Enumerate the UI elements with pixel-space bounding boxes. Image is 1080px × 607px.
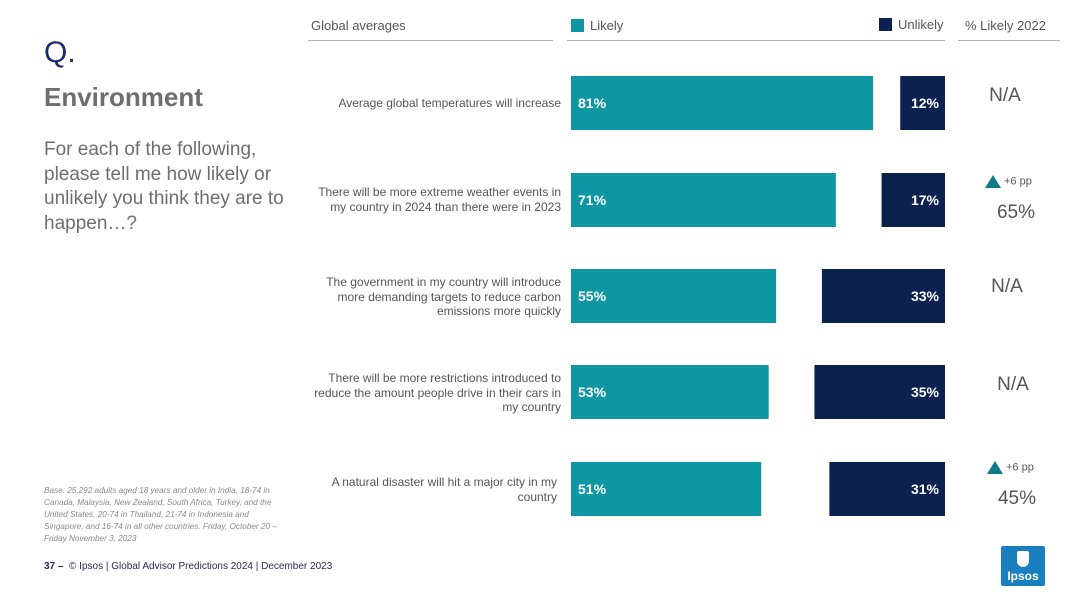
legend-unlikely-label: Unlikely — [898, 17, 944, 32]
up-triangle-icon — [985, 175, 1001, 188]
row-label-1: Average global temperatures will increas… — [338, 96, 561, 110]
bar-likely-5 — [571, 462, 762, 516]
header-likely-2022: % Likely 2022 — [965, 18, 1046, 33]
row-label-2: There will be more extreme weather event… — [318, 185, 561, 214]
row-label-3: The government in my country will introd… — [326, 275, 561, 318]
likely-2022-row-1: N/A — [989, 85, 1021, 106]
bar-likely-3 — [571, 269, 777, 323]
header-rule-right — [958, 40, 1060, 41]
label-unlikely-3: 33% — [911, 288, 940, 304]
label-likely-4: 53% — [578, 384, 607, 400]
likely-2022-row-2: 65% — [996, 202, 1036, 223]
row-label-5: A natural disaster will hit a major city… — [331, 475, 557, 504]
likely-2022-row-4: N/A — [997, 374, 1029, 395]
change-value-row-5: +6 pp — [1006, 461, 1034, 474]
label-unlikely-2: 17% — [911, 192, 940, 208]
footer: 37 – © Ipsos | Global Advisor Prediction… — [44, 561, 332, 572]
legend-likely-label: Likely — [590, 18, 624, 33]
base-note: Base: 25,292 adults aged 18 years and ol… — [44, 486, 277, 543]
bar-likely-4 — [571, 365, 769, 419]
logo-mark-icon — [1017, 551, 1029, 567]
bar-unlikely-4 — [814, 365, 945, 419]
bar-likely-2 — [571, 173, 836, 227]
footer-source: © Ipsos | Global Advisor Predictions 202… — [69, 561, 333, 572]
header-global-averages: Global averages — [311, 18, 406, 33]
bar-likely-1 — [571, 76, 874, 130]
likely-2022-row-3: N/A — [991, 276, 1023, 297]
footer-dash: – — [57, 561, 64, 572]
page-title: Environment — [44, 82, 203, 112]
bar-unlikely-3 — [821, 269, 945, 323]
label-unlikely-4: 35% — [911, 384, 940, 400]
bar-unlikely-2 — [881, 173, 945, 227]
page-number: 37 — [44, 561, 56, 572]
label-unlikely-5: 31% — [911, 481, 940, 497]
row-label-4: There will be more restrictions introduc… — [314, 371, 561, 414]
label-likely-2: 71% — [578, 192, 607, 208]
label-likely-3: 55% — [578, 288, 607, 304]
label-unlikely-1: 12% — [911, 95, 940, 111]
bar-unlikely-5 — [829, 462, 945, 516]
likely-2022-row-5: 45% — [997, 488, 1037, 509]
change-value-row-2: +6 pp — [1004, 175, 1032, 188]
legend-likely-swatch — [571, 19, 584, 32]
change-indicator-row-2: +6 pp — [985, 175, 1032, 188]
logo-text: Ipsos — [1007, 569, 1039, 583]
legend-unlikely-swatch — [879, 18, 892, 31]
question-marker: Q. — [44, 36, 76, 69]
change-indicator-row-5: +6 pp — [987, 461, 1034, 474]
header-rule-left — [308, 40, 553, 41]
ipsos-logo: Ipsos — [1001, 546, 1045, 586]
up-triangle-icon — [987, 461, 1003, 474]
label-likely-1: 81% — [578, 95, 607, 111]
question-text: For each of the following, please tell m… — [44, 139, 284, 234]
header-rule-middle — [567, 40, 945, 41]
bar-unlikely-1 — [900, 76, 945, 130]
label-likely-5: 51% — [578, 481, 607, 497]
